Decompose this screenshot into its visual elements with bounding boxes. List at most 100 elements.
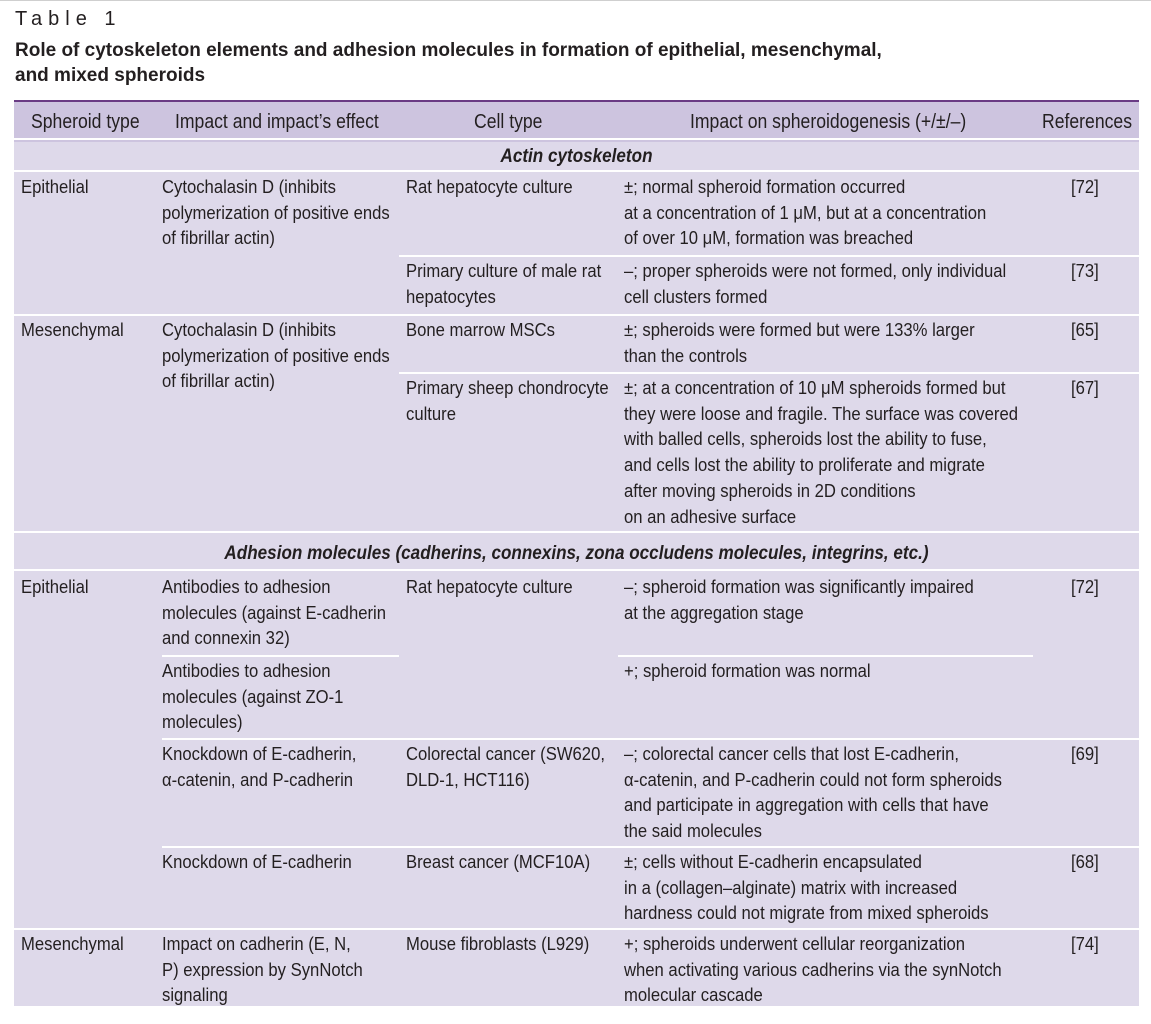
cell-effect: –; proper spheroids were not formed, onl…: [624, 258, 1006, 309]
cell-line: Antibodies to adhesion: [162, 660, 331, 681]
cell-cell: Primary culture of male rat hepatocytes: [406, 258, 601, 309]
cell-line: Cytochalasin D (inhibits: [162, 319, 336, 340]
cell-line: after moving spheroids in 2D conditions: [624, 479, 916, 501]
cell-line: ±; normal spheroid formation occurred: [624, 176, 906, 197]
cell-line: molecular cascade: [624, 984, 763, 1006]
table-title-line: Role of cytoskeleton elements and adhesi…: [15, 40, 882, 61]
cell-cell: Rat hepatocyte culture: [406, 574, 573, 600]
cell-line: when activating various cadherins via th…: [624, 958, 1002, 980]
cell-line: Primary culture of male rat: [406, 260, 602, 281]
cell-cell: Colorectal cancer (SW620, DLD-1, HCT116): [406, 741, 605, 792]
cell-line: hardness could not migrate from mixed sp…: [624, 902, 989, 924]
cell-line: Epithelial: [21, 176, 89, 197]
cell-impact: Cytochalasin D (inhibits polymerization o…: [162, 174, 390, 251]
cell-line: molecules (against ZO-1: [162, 685, 344, 707]
row-divider: [14, 569, 1139, 571]
cell-line: Mouse fibroblasts (L929): [406, 933, 590, 954]
header-spheroid-type: Spheroid type: [31, 111, 140, 133]
cell-spheroid: Epithelial: [21, 574, 89, 600]
row-divider: [14, 138, 1139, 140]
cell-reference: [74]: [1071, 933, 1099, 954]
cell-line: polymerization of positive ends: [162, 344, 390, 366]
cell-impact: Impact on cadherin (E, N, P) expression b…: [162, 931, 363, 1008]
table-label: Table 1: [15, 8, 122, 30]
cell-cell: Bone marrow MSCs: [406, 317, 555, 343]
cell-line: than the controls: [624, 344, 748, 366]
row-divider: [14, 314, 1139, 316]
cell-line: Antibodies to adhesion: [162, 576, 331, 597]
cell-effect: +; spheroids underwent cellular reorgani…: [624, 931, 1002, 1008]
cell-line: hepatocytes: [406, 285, 496, 307]
cell-impact: Knockdown of E-cadherin, α-catenin, and P…: [162, 741, 356, 792]
table-title: Role of cytoskeleton elements and adhesi…: [15, 38, 1015, 88]
cell-line: of fibrillar actin): [162, 227, 275, 249]
cell-reference: [69]: [1071, 743, 1099, 764]
cell-line: Breast cancer (MCF10A): [406, 851, 591, 872]
cell-line: Mesenchymal: [21, 933, 124, 954]
cell-impact: Antibodies to adhesion molecules (against…: [162, 658, 343, 735]
cell-line: at the aggregation stage: [624, 601, 804, 623]
cell-effect: –; spheroid formation was significantly …: [624, 574, 974, 625]
cell-reference: [68]: [1071, 851, 1099, 872]
cell-line: on an adhesive surface: [624, 505, 797, 527]
cell-cell: Primary sheep chondrocyte culture: [406, 375, 609, 426]
cell-line: polymerization of positive ends: [162, 201, 390, 223]
cell-line: Mesenchymal: [21, 319, 124, 340]
cell-line: molecules): [162, 711, 243, 733]
cell-line: culture: [406, 402, 456, 424]
cell-line: and participate in aggregation with cell…: [624, 794, 989, 816]
cell-line: at a concentration of 1 μM, but at a con…: [624, 201, 987, 223]
cell-line: Primary sheep chondrocyte: [406, 377, 609, 398]
cell-reference: [67]: [1071, 377, 1099, 398]
cell-spheroid: Mesenchymal: [21, 931, 124, 957]
cell-line: they were loose and fragile. The surface…: [624, 402, 1018, 424]
row-divider: [14, 170, 1139, 172]
section-actin-cytoskeleton: Actin cytoskeleton: [500, 146, 653, 167]
row-divider: [399, 255, 1139, 257]
cell-line: ±; at a concentration of 10 μM spheroids…: [624, 377, 1006, 398]
cell-effect: ±; spheroids were formed but were 133% l…: [624, 317, 975, 368]
cell-line: Colorectal cancer (SW620,: [406, 743, 605, 764]
cell-reference: [65]: [1071, 319, 1099, 340]
cell-line: signaling: [162, 984, 228, 1006]
cell-line: the said molecules: [624, 820, 762, 842]
cell-line: ±; cells without E-cadherin encapsulated: [624, 851, 922, 872]
row-divider: [618, 655, 1033, 657]
table-header: Spheroid type Impact and impact’s effect…: [14, 100, 1139, 142]
cell-cell: Breast cancer (MCF10A): [406, 849, 590, 875]
cell-effect: ±; at a concentration of 10 μM spheroids…: [624, 375, 1018, 529]
cell-impact: Cytochalasin D (inhibits polymerization o…: [162, 317, 390, 394]
cell-line: and cells lost the ability to proliferat…: [624, 454, 985, 476]
cell-spheroid: Mesenchymal: [21, 317, 124, 343]
cell-line: of fibrillar actin): [162, 370, 275, 392]
cell-line: cell clusters formed: [624, 285, 768, 307]
top-rule: [0, 0, 1151, 1]
cell-line: Rat hepatocyte culture: [406, 576, 573, 597]
cell-line: Knockdown of E-cadherin,: [162, 743, 357, 764]
cell-line: Rat hepatocyte culture: [406, 176, 573, 197]
cell-line: Epithelial: [21, 576, 89, 597]
row-divider: [14, 928, 1139, 930]
header-cell-type: Cell type: [474, 111, 543, 133]
cell-effect: ±; normal spheroid formation occurred at …: [624, 174, 986, 251]
cell-line: Knockdown of E-cadherin: [162, 851, 352, 872]
cell-line: molecules (against E-cadherin: [162, 601, 386, 623]
cell-line: +; spheroids underwent cellular reorgani…: [624, 933, 966, 954]
cell-reference: [72]: [1071, 176, 1099, 197]
cell-line: in a (collagen–alginate) matrix with inc…: [624, 876, 958, 898]
cell-line: ±; spheroids were formed but were 133% l…: [624, 319, 975, 340]
cell-line: Bone marrow MSCs: [406, 319, 555, 340]
row-divider: [399, 372, 1139, 374]
cell-effect: +; spheroid formation was normal: [624, 658, 871, 684]
cell-cell: Mouse fibroblasts (L929): [406, 931, 589, 957]
row-divider: [162, 738, 1139, 740]
cell-line: and connexin 32): [162, 627, 290, 649]
header-impact: Impact and impact’s effect: [175, 111, 379, 133]
cell-cell: Rat hepatocyte culture: [406, 174, 573, 200]
cell-line: with balled cells, spheroids lost the ab…: [624, 428, 987, 450]
row-divider: [162, 846, 1139, 848]
cell-impact: Knockdown of E-cadherin: [162, 849, 352, 875]
table-title-line: and mixed spheroids: [15, 65, 206, 86]
header-references: References: [1042, 111, 1133, 133]
cell-effect: ±; cells without E-cadherin encapsulated…: [624, 849, 989, 926]
